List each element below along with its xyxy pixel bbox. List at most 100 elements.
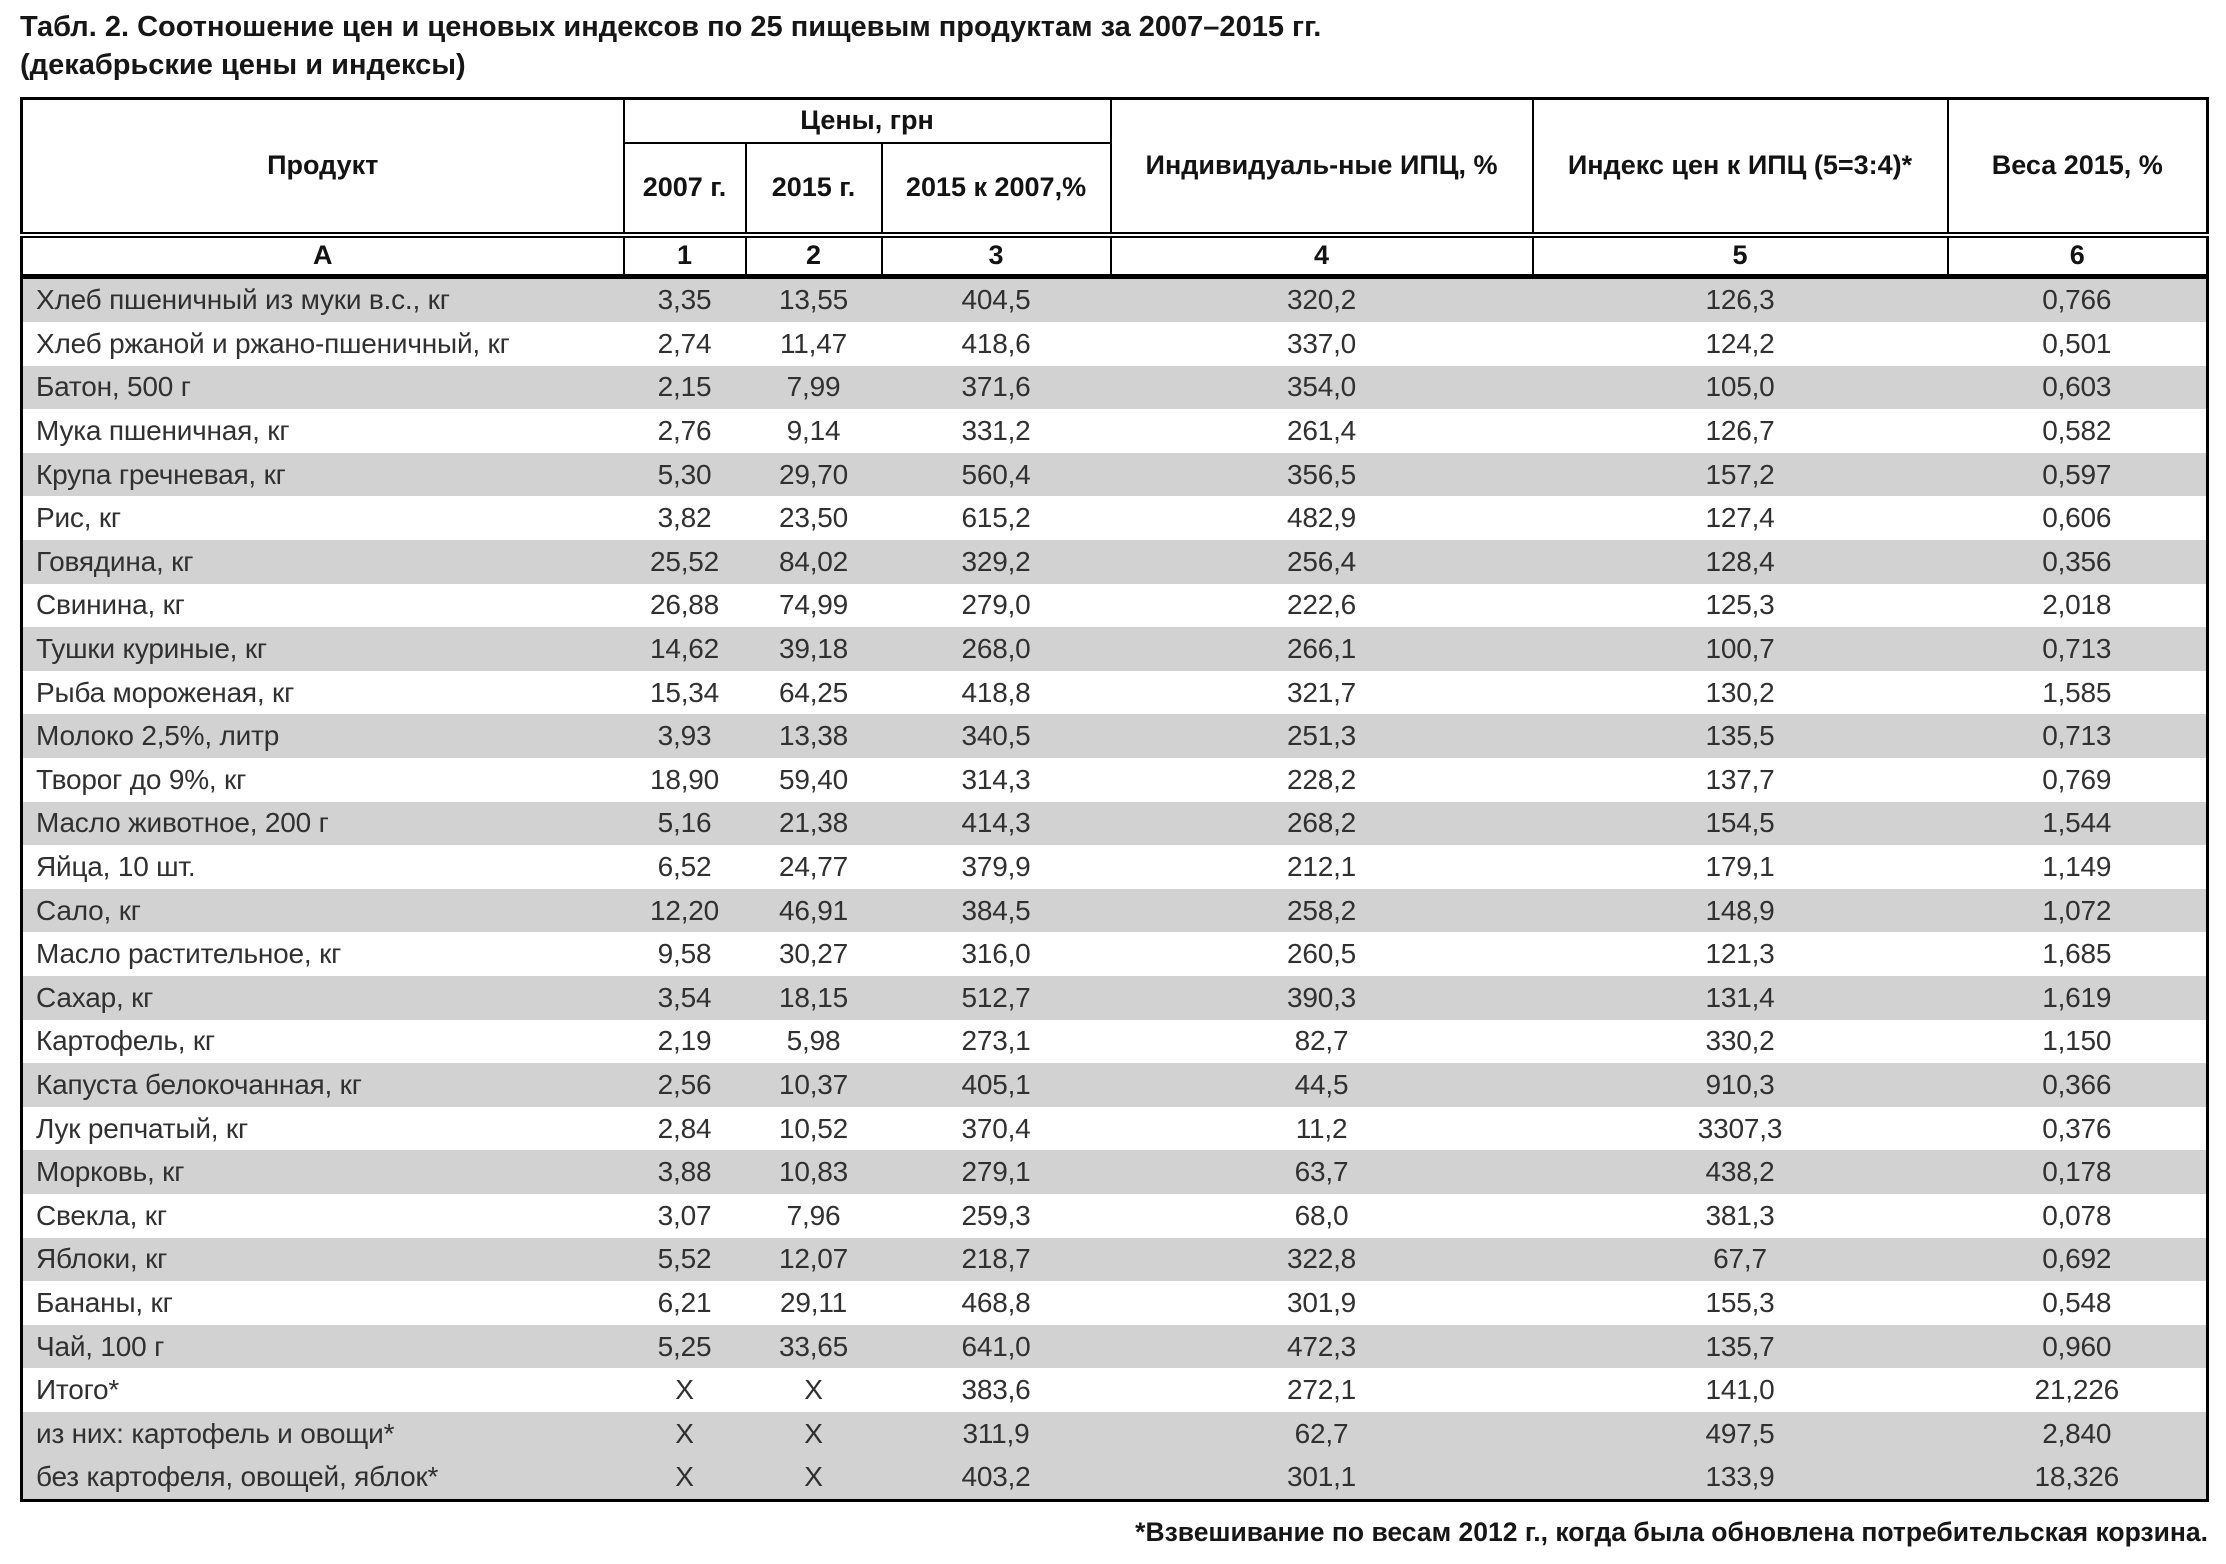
- table-row: Крупа гречневая, кг 5,30 29,70 560,4 356,5 15…: [21, 452, 2208, 497]
- value-cell: 261,4: [1286, 415, 1357, 447]
- value-cell: 414,3: [961, 807, 1031, 839]
- value-cell: 379,9: [961, 851, 1031, 883]
- value-cell: 9,58: [657, 938, 712, 970]
- col-header-2007: 2007 г.: [622, 141, 747, 236]
- value-cell: 7,96: [786, 1199, 841, 1231]
- value-cell: 128,4: [1705, 545, 1775, 577]
- value-cell: 131,4: [1705, 981, 1775, 1013]
- value-cell: 272,1: [1286, 1374, 1357, 1406]
- value-cell: 13,55: [778, 284, 849, 316]
- value-cell: 1,685: [2042, 938, 2112, 970]
- table-row: Масло растительное, кг 9,58 30,27 316,0 260,…: [22, 932, 2208, 976]
- table-row: Морковь, кг 3,88 10,83 279,1 63,7 438,2 0,178: [21, 1150, 2208, 1194]
- product-cell: Свекла, кг: [36, 1199, 167, 1231]
- product-cell: Молоко 2,5%, литр: [36, 720, 280, 752]
- value-cell: 24,77: [778, 851, 849, 883]
- product-cell: Масло животное, 200 г: [36, 807, 329, 839]
- value-cell: 2,84: [657, 1112, 712, 1144]
- value-cell: Х: [804, 1461, 823, 1493]
- header-row-group: Продукт Цены, грн Индивидуаль-ные ИПЦ, %…: [20, 97, 2209, 236]
- product-cell: Крупа гречневая, кг: [36, 458, 286, 490]
- value-cell: 68,0: [1294, 1199, 1349, 1231]
- table-row: Бананы, кг 6,21 29,11 468,8 301,9 155,3 0,548: [22, 1281, 2208, 1325]
- column-letter-0: А: [20, 231, 625, 279]
- table-row: Хлеб пшеничный из муки в.с., кг 3,35 13,55…: [21, 276, 2208, 323]
- value-cell: Х: [804, 1374, 823, 1406]
- value-cell: 0,356: [2042, 545, 2112, 577]
- value-cell: 560,4: [961, 458, 1031, 490]
- value-cell: 74,99: [778, 589, 849, 621]
- value-cell: 100,7: [1705, 633, 1775, 665]
- value-cell: 314,3: [961, 763, 1031, 795]
- value-cell: 320,2: [1286, 284, 1357, 316]
- table-row: Картофель, кг 2,19 5,98 273,1 82,7 330,2 1,150: [22, 1020, 2208, 1064]
- value-cell: 316,0: [961, 938, 1031, 970]
- value-cell: 9,14: [786, 415, 841, 447]
- value-cell: 124,2: [1705, 327, 1775, 359]
- value-cell: 418,6: [961, 327, 1031, 359]
- product-cell: Творог до 9%, кг: [36, 763, 247, 795]
- product-cell: Яблоки, кг: [36, 1243, 168, 1275]
- value-cell: 0,597: [2042, 458, 2112, 490]
- value-cell: 3,07: [657, 1199, 712, 1231]
- table-row: Хлеб ржаной и ржано-пшеничный, кг 2,74 11,…: [22, 322, 2208, 366]
- value-cell: Х: [675, 1374, 694, 1406]
- value-cell: 1,072: [2042, 894, 2112, 926]
- value-cell: 273,1: [961, 1025, 1031, 1057]
- product-cell: Хлеб ржаной и ржано-пшеничный, кг: [36, 327, 510, 359]
- product-cell: Картофель, кг: [36, 1025, 215, 1057]
- value-cell: 0,376: [2042, 1112, 2112, 1144]
- table-row: Мука пшеничная, кг 2,76 9,14 331,2 261,4 126,…: [22, 409, 2208, 453]
- value-cell: 29,11: [780, 1286, 847, 1318]
- title-line-1: Табл. 2. Соотношение цен и ценовых индек…: [20, 11, 1322, 43]
- value-cell: 12,07: [778, 1243, 849, 1275]
- table-row: Яйца, 10 шт. 6,52 24,77 379,9 212,1 179,1 1,14…: [22, 845, 2208, 889]
- value-cell: 354,0: [1286, 371, 1357, 403]
- value-cell: 0,603: [2042, 371, 2112, 403]
- table-row: Свинина, кг 26,88 74,99 279,0 222,6 125,3 2,01…: [22, 584, 2208, 628]
- value-cell: 59,40: [778, 763, 849, 795]
- value-cell: 1,619: [2042, 981, 2112, 1013]
- value-cell: 10,37: [778, 1068, 849, 1100]
- value-cell: 26,88: [649, 589, 720, 621]
- value-cell: 279,0: [961, 589, 1031, 621]
- value-cell: 340,5: [961, 720, 1031, 752]
- value-cell: 13,38: [778, 720, 849, 752]
- product-cell: Свинина, кг: [36, 589, 185, 621]
- value-cell: 154,5: [1705, 807, 1775, 839]
- table-row: без картофеля, овощей, яблок* Х Х 403,2 301,…: [21, 1455, 2208, 1501]
- value-cell: 0,548: [2042, 1286, 2112, 1318]
- value-cell: 14,62: [649, 633, 720, 665]
- value-cell: Х: [675, 1461, 694, 1493]
- product-cell: Капуста белокочанная, кг: [36, 1068, 362, 1100]
- value-cell: 383,6: [961, 1374, 1031, 1406]
- value-cell: 0,606: [2042, 502, 2112, 534]
- value-cell: 11,47: [780, 327, 847, 359]
- value-cell: 0,366: [2042, 1068, 2112, 1100]
- value-cell: 15,34: [649, 676, 720, 708]
- value-cell: 127,4: [1705, 502, 1775, 534]
- value-cell: 472,3: [1286, 1330, 1357, 1362]
- value-cell: 482,9: [1286, 502, 1357, 534]
- value-cell: 641,0: [961, 1330, 1031, 1362]
- value-cell: 0,692: [2042, 1243, 2112, 1275]
- value-cell: 5,16: [657, 807, 712, 839]
- value-cell: 218,7: [961, 1243, 1031, 1275]
- value-cell: 258,2: [1286, 894, 1357, 926]
- value-cell: 403,2: [961, 1461, 1031, 1493]
- value-cell: 33,65: [778, 1330, 849, 1362]
- product-cell: Бананы, кг: [36, 1286, 173, 1318]
- table-row: Рис, кг 3,82 23,50 615,2 482,9 127,4 0,606: [22, 496, 2208, 540]
- value-cell: 64,25: [778, 676, 849, 708]
- value-cell: 370,4: [961, 1112, 1031, 1144]
- product-cell: Лук репчатый, кг: [36, 1112, 248, 1144]
- value-cell: 130,2: [1705, 676, 1775, 708]
- product-cell: Тушки куриные, кг: [36, 633, 267, 665]
- value-cell: 279,1: [961, 1156, 1031, 1188]
- value-cell: 2,018: [2042, 589, 2112, 621]
- product-cell: Рыба мороженая, кг: [36, 676, 295, 708]
- value-cell: 3307,3: [1697, 1112, 1783, 1144]
- value-cell: 39,18: [778, 633, 849, 665]
- product-cell: Сахар, кг: [36, 981, 154, 1013]
- value-cell: 21,38: [778, 807, 849, 839]
